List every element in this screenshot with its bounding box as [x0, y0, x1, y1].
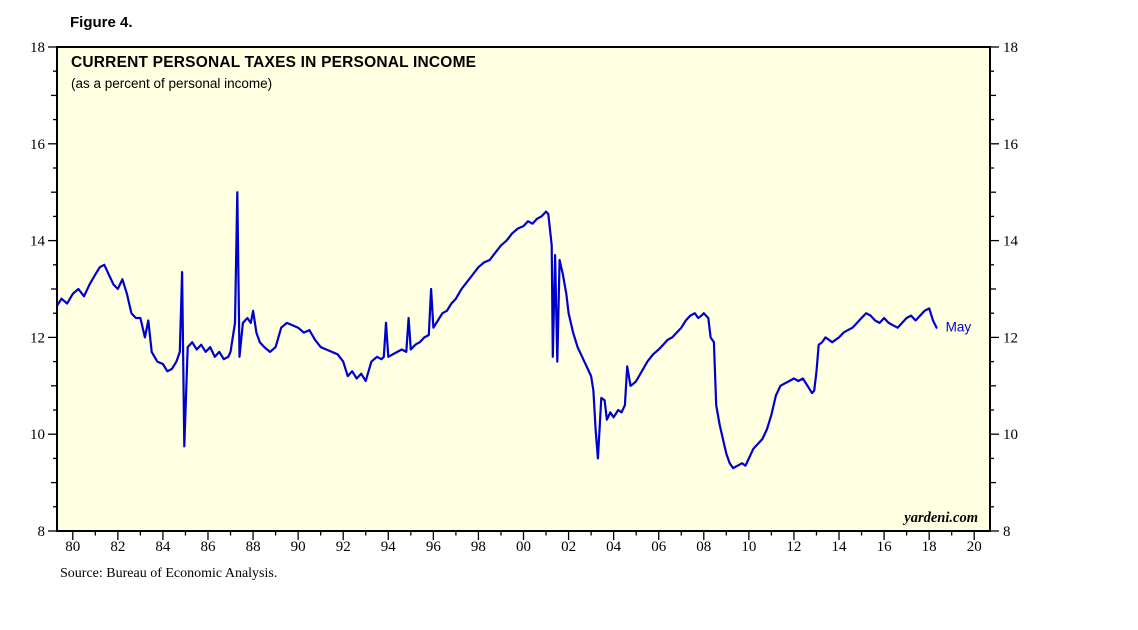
- y-axis-label-left: 12: [30, 330, 45, 346]
- y-axis-label-left: 16: [30, 137, 46, 153]
- x-axis-label: 08: [696, 539, 711, 555]
- x-axis-label: 00: [516, 539, 531, 555]
- source-note: Source: Bureau of Economic Analysis.: [60, 566, 278, 581]
- plot-area-background: [57, 47, 990, 531]
- y-axis-label-right: 12: [1003, 330, 1018, 346]
- y-axis-label-right: 14: [1003, 234, 1019, 250]
- x-axis-label: 92: [336, 539, 351, 555]
- y-axis-label-left: 8: [38, 524, 46, 540]
- y-axis-label-right: 16: [1003, 137, 1019, 153]
- x-axis-label: 84: [155, 539, 171, 555]
- x-axis-label: 16: [877, 539, 893, 555]
- x-axis-label: 94: [381, 539, 397, 555]
- x-axis-label: 96: [426, 539, 442, 555]
- x-axis-label: 20: [967, 539, 982, 555]
- x-axis-label: 12: [786, 539, 801, 555]
- y-axis-label-right: 18: [1003, 40, 1018, 56]
- x-axis-label: 04: [606, 539, 622, 555]
- x-axis-label: 90: [291, 539, 306, 555]
- y-axis-label-right: 8: [1003, 524, 1011, 540]
- x-axis-label: 98: [471, 539, 486, 555]
- series-end-label-may: May: [946, 320, 972, 335]
- x-axis-label: 14: [832, 539, 848, 555]
- x-axis-label: 06: [651, 539, 667, 555]
- x-axis-label: 18: [922, 539, 937, 555]
- x-axis-label: 82: [110, 539, 125, 555]
- x-axis-label: 86: [200, 539, 216, 555]
- chart-title: CURRENT PERSONAL TAXES IN PERSONAL INCOM…: [71, 54, 477, 71]
- y-axis-label-left: 10: [30, 427, 45, 443]
- watermark-yardeni: yardeni.com: [902, 510, 978, 526]
- figure-label: Figure 4.: [70, 14, 133, 31]
- x-axis-label: 10: [741, 539, 756, 555]
- x-axis-label: 02: [561, 539, 576, 555]
- y-axis-label-left: 14: [30, 234, 46, 250]
- chart-subtitle: (as a percent of personal income): [71, 76, 273, 91]
- y-axis-label-right: 10: [1003, 427, 1018, 443]
- y-axis-label-left: 18: [30, 40, 45, 56]
- data-line: [55, 191, 938, 470]
- x-axis-label: 80: [65, 539, 80, 555]
- x-axis-label: 88: [246, 539, 261, 555]
- plot-area-border: [56, 46, 991, 532]
